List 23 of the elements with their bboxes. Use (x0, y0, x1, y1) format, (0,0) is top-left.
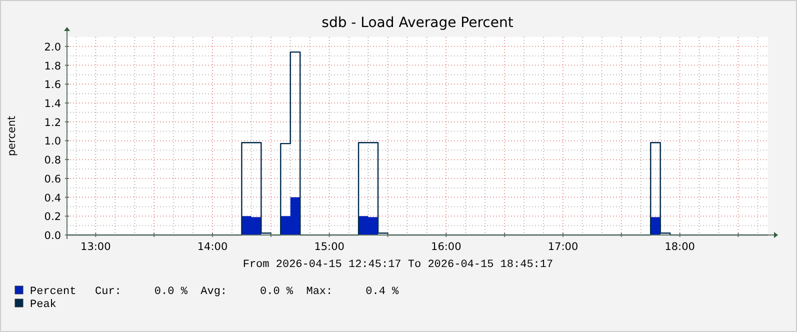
x-tick-label: 13:00 (80, 241, 111, 253)
y-tick-label: 0.8 (44, 154, 61, 167)
y-tick-label: 1.6 (44, 79, 62, 92)
x-tick-label: 17:00 (548, 241, 578, 253)
y-axis-title: percent (6, 116, 18, 156)
legend-label: Peak (30, 299, 57, 311)
y-tick-label: 1.4 (44, 98, 62, 110)
x-tick-label: 14:00 (197, 241, 228, 253)
y-tick-label: 2.0 (44, 41, 61, 54)
legend-label: Percent (30, 286, 76, 298)
text: Cur: 0.0 % Avg: 0.0 % Max: 0.4 % (95, 286, 400, 298)
x-tick-label: 18:00 (664, 241, 695, 253)
y-tick-label: 0.6 (44, 173, 62, 186)
y-tick-label: 1.2 (44, 116, 61, 129)
x-axis-title: From 2026-04-15 12:45:17 To 2026-04-15 18:45:17 (242, 259, 554, 271)
x-tick-label: 15:00 (314, 241, 344, 253)
y-tick-label: 1.8 (44, 60, 61, 72)
y-tick-label: 0.0 (44, 230, 61, 242)
x-tick-label: 16:00 (431, 241, 462, 253)
y-tick-label: 0.4 (44, 192, 62, 204)
chart-title: sdb - Load Average Percent (322, 15, 514, 31)
y-tick-label: 0.2 (44, 211, 61, 224)
y-tick-label: 1.0 (44, 136, 61, 148)
